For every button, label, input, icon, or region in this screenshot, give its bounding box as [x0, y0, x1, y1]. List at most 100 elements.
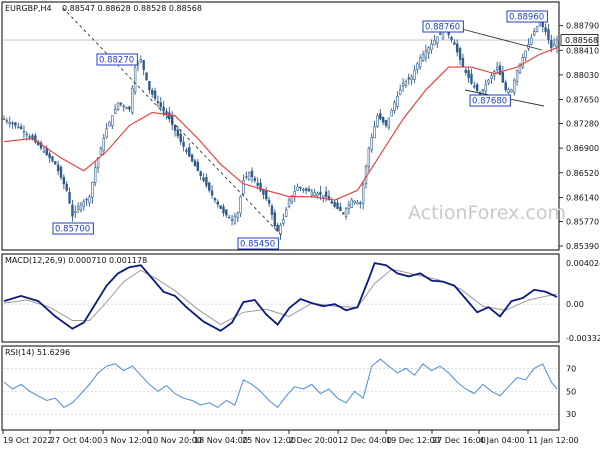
- candle-body: [427, 47, 430, 54]
- candle-body: [213, 198, 217, 201]
- candle-body: [276, 224, 279, 232]
- candle-body: [407, 77, 410, 80]
- candle-body: [145, 72, 148, 80]
- candle-body: [111, 115, 114, 126]
- candle-body: [68, 192, 71, 204]
- candle-body: [333, 201, 336, 207]
- candle-body: [102, 138, 105, 152]
- price-y-tick-label: 0.86520: [566, 169, 599, 178]
- candle-body: [25, 133, 29, 136]
- candle-body: [31, 135, 34, 140]
- candle-body: [219, 205, 222, 209]
- candle-body: [94, 167, 97, 183]
- candle-body: [242, 180, 245, 195]
- x-tick-label: 19 Oct 2022: [3, 436, 52, 445]
- price-y-tick-label: 0.87280: [566, 120, 599, 129]
- axes: 0.88790 0.88410 0.88030 0.87650 0.87280 0.869…: [2, 22, 600, 445]
- macd-y-tick-label: 0.004024: [566, 259, 600, 268]
- candle-body: [373, 126, 376, 138]
- candle-body: [56, 164, 60, 172]
- candle-body: [461, 57, 465, 68]
- candle-body: [467, 70, 470, 79]
- price-chart-title: EURGBP,H4: [5, 4, 52, 13]
- candle-body: [262, 189, 265, 195]
- candle-body: [418, 57, 422, 68]
- price-y-tick-label: 0.86140: [566, 193, 599, 202]
- candle-body: [490, 75, 493, 79]
- candle-body: [287, 199, 291, 207]
- annotation-box: [96, 53, 138, 66]
- candle-body: [59, 166, 63, 178]
- candle-body: [396, 96, 399, 107]
- candle-body: [96, 157, 100, 169]
- candle-body: [11, 122, 14, 125]
- annotation-label: 0.88960: [509, 13, 544, 23]
- x-tick-label: 18 Nov 04:00: [194, 436, 248, 445]
- candle-body: [5, 120, 9, 122]
- price-y-tick-label: 0.88790: [566, 22, 599, 31]
- candle-body: [273, 212, 276, 227]
- rsi-panel-frame: [1, 345, 560, 431]
- candle-body: [168, 112, 171, 120]
- candle-body: [453, 42, 456, 45]
- candle-body: [216, 201, 219, 205]
- candle-body: [475, 84, 479, 91]
- macd-panel-frame: [1, 253, 560, 343]
- candle-body: [17, 126, 20, 129]
- candle-body: [91, 181, 94, 198]
- candle-body: [302, 188, 305, 191]
- candle-body: [441, 31, 445, 39]
- candle-body: [416, 63, 419, 70]
- candle-body: [361, 184, 365, 204]
- price-panel: 0.88270 0.85700 0.85450 0.88760 0.88960 0.876…: [2, 7, 559, 250]
- candle-body: [99, 147, 103, 156]
- candle-body: [404, 80, 408, 86]
- candle-body: [2, 118, 6, 121]
- candle-body: [142, 60, 145, 70]
- price-y-tick-label: 0.85390: [566, 242, 599, 251]
- candle-body: [139, 59, 143, 62]
- candle-body: [119, 102, 123, 105]
- price-y-tick-label: 0.86900: [566, 144, 599, 153]
- current-price-label: 0.88568: [565, 36, 598, 45]
- candle-body: [481, 89, 485, 92]
- candle-body: [22, 131, 26, 133]
- candle-body: [125, 107, 128, 110]
- candle-body: [498, 65, 502, 76]
- candle-body: [122, 105, 125, 108]
- candle-body: [82, 201, 86, 207]
- candle-body: [293, 191, 296, 198]
- candle-body: [179, 133, 182, 142]
- candle-body: [473, 85, 476, 88]
- candle-body: [170, 114, 174, 125]
- candle-body: [247, 172, 251, 181]
- candle-body: [265, 190, 268, 200]
- candle-body: [233, 215, 237, 224]
- candle-body: [34, 135, 37, 143]
- candle-body: [339, 206, 342, 212]
- current-price-tag: [560, 34, 599, 46]
- candle-body: [14, 122, 17, 126]
- candle-body: [19, 126, 23, 130]
- macd-y-tick-label: -0.003326: [566, 334, 600, 343]
- candle-body: [108, 121, 111, 127]
- candle-body: [319, 191, 322, 195]
- candle-body: [196, 162, 200, 172]
- rsi-y-tick-label: 30: [566, 410, 576, 419]
- x-tick-label: 11 Jan 12:00: [528, 436, 579, 445]
- price-y-tick-label: 0.85770: [566, 217, 599, 226]
- annotation-label: 0.85450: [240, 240, 275, 250]
- candle-body: [344, 208, 348, 217]
- candle-body: [330, 201, 334, 204]
- candle-body: [316, 193, 319, 197]
- annotation-label: 0.88760: [425, 23, 460, 33]
- candle-body: [367, 147, 371, 168]
- candle-body: [116, 102, 120, 110]
- candle-body: [484, 84, 487, 92]
- macd-panel: [3, 262, 559, 332]
- candle-body: [515, 70, 519, 82]
- candle-body: [530, 37, 533, 45]
- candle-body: [518, 63, 522, 74]
- candle-body: [532, 31, 536, 36]
- candle-body: [88, 196, 91, 204]
